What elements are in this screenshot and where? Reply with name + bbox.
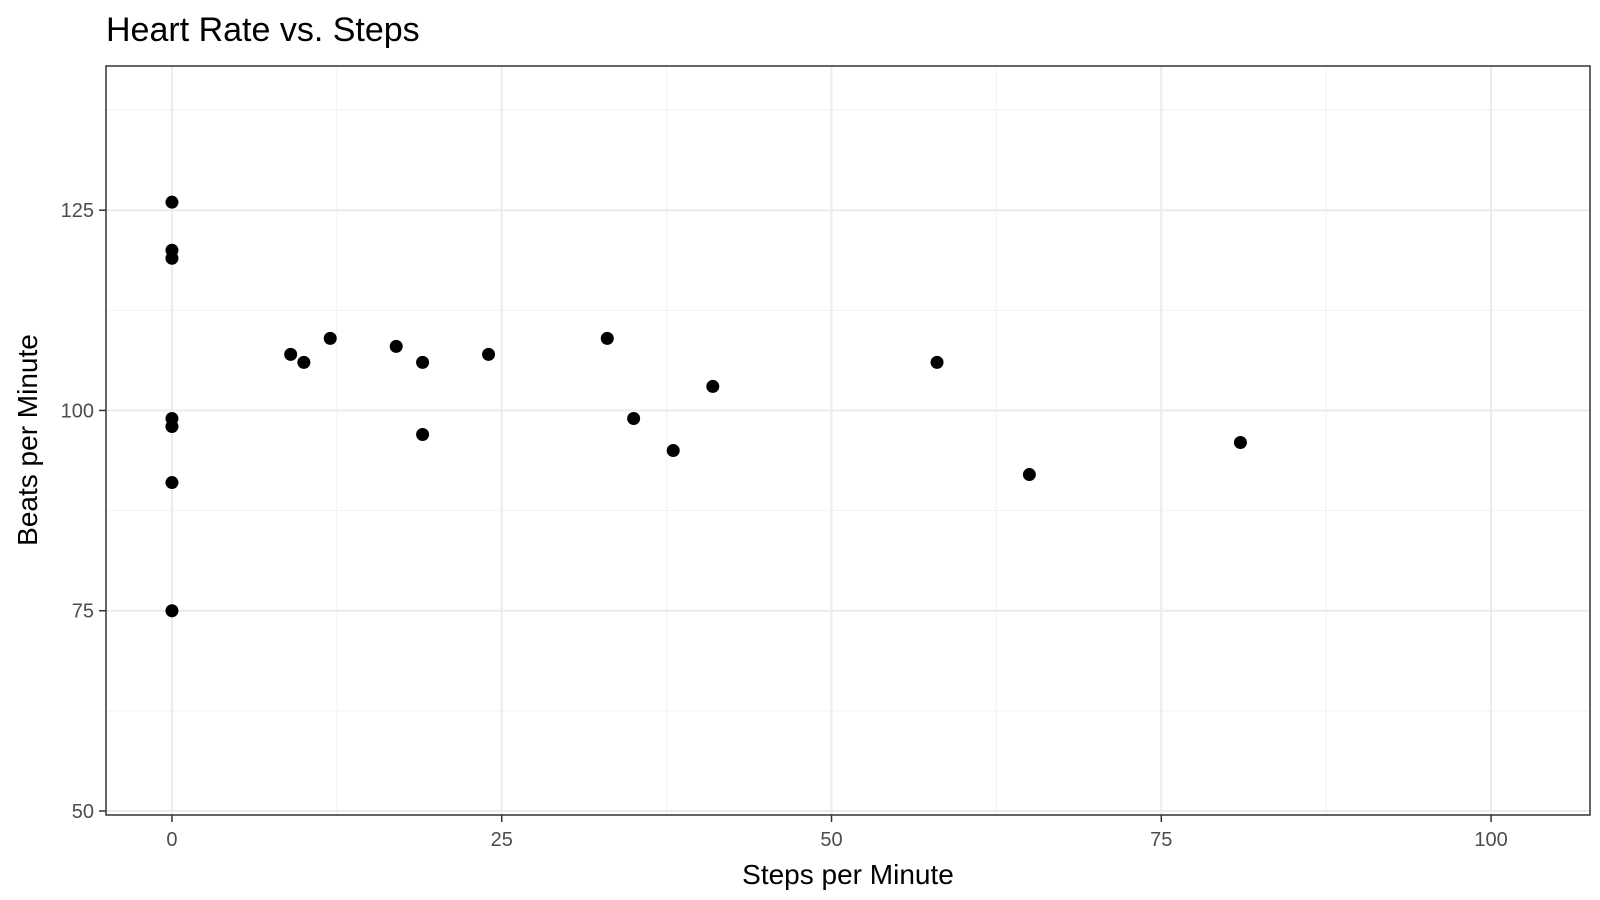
x-tick-label: 0	[166, 829, 177, 851]
y-tick-label: 125	[61, 200, 94, 222]
data-point	[930, 355, 944, 369]
chart-title: Heart Rate vs. Steps	[106, 11, 420, 49]
data-point	[666, 444, 680, 458]
data-point	[1022, 468, 1036, 482]
data-point	[323, 331, 337, 345]
data-point	[600, 331, 614, 345]
data-point	[416, 427, 430, 441]
grid-layer	[106, 66, 1590, 815]
data-point	[1233, 436, 1247, 450]
data-point	[389, 339, 403, 353]
x-tick-label: 25	[491, 829, 513, 851]
data-point	[706, 379, 720, 393]
y-axis-title: Beats per Minute	[12, 334, 43, 546]
panel-border	[105, 65, 1591, 816]
data-point	[165, 195, 179, 209]
data-point	[165, 251, 179, 265]
x-tick-label: 100	[1474, 829, 1507, 851]
y-tick-label: 75	[72, 601, 94, 623]
data-point	[297, 355, 311, 369]
points-layer	[165, 195, 1247, 618]
x-axis-title: Steps per Minute	[742, 859, 954, 890]
data-point	[165, 419, 179, 433]
y-tick-label: 50	[72, 801, 94, 823]
x-tick-label: 75	[1150, 829, 1172, 851]
data-point	[416, 355, 430, 369]
x-tick-label: 50	[820, 829, 842, 851]
data-point	[627, 411, 641, 425]
data-point	[165, 476, 179, 490]
data-point	[284, 347, 298, 361]
ticks-layer: 0 25 50 75 100 50 75 100 125	[61, 200, 1508, 851]
data-point	[482, 347, 496, 361]
y-tick-label: 100	[61, 400, 94, 422]
data-point	[165, 604, 179, 618]
